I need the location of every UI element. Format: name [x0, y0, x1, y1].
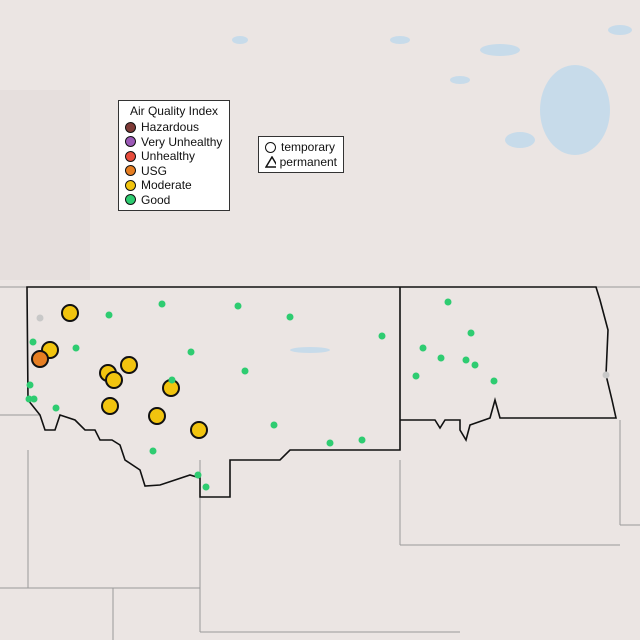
- monitor-marker-good[interactable]: [25, 395, 33, 403]
- monitor-marker-good[interactable]: [437, 354, 445, 362]
- highlighted-states: [26, 286, 617, 498]
- monitor-marker-usg[interactable]: [31, 350, 49, 368]
- triangle-icon: [265, 155, 276, 168]
- aqi-color-swatch: [125, 194, 136, 206]
- monitor-marker-good[interactable]: [444, 298, 452, 306]
- aqi-color-swatch: [125, 179, 136, 191]
- monitor-marker-moderate[interactable]: [101, 397, 119, 415]
- monitor-marker-moderate[interactable]: [120, 356, 138, 374]
- monitor-marker-good[interactable]: [158, 300, 166, 308]
- monitor-marker-good[interactable]: [471, 361, 479, 369]
- monitor-marker-good[interactable]: [234, 302, 242, 310]
- monitor-marker-good[interactable]: [149, 447, 157, 455]
- aqi-color-swatch: [125, 150, 136, 162]
- aqi-legend-label: Very Unhealthy: [141, 134, 223, 149]
- monitor-marker-good[interactable]: [52, 404, 60, 412]
- monitor-marker-good[interactable]: [241, 367, 249, 375]
- aqi-legend-item: Very Unhealthy: [125, 135, 223, 150]
- temporary-label: temporary: [281, 140, 336, 155]
- monitor-marker-good[interactable]: [26, 381, 34, 389]
- aqi-color-swatch: [125, 165, 136, 177]
- monitor-marker-moderate[interactable]: [61, 304, 79, 322]
- aqi-legend-label: USG: [141, 163, 168, 178]
- monitor-marker-moderate[interactable]: [190, 421, 208, 439]
- mountain-terrain: [0, 90, 90, 280]
- lakes: [232, 25, 632, 353]
- monitor-marker-good[interactable]: [467, 329, 475, 337]
- monitor-marker-good[interactable]: [326, 439, 334, 447]
- aqi-legend-title: Air Quality Index: [129, 104, 219, 118]
- aqi-legend-item: Hazardous: [125, 120, 223, 135]
- monitor-marker-no-data[interactable]: [602, 371, 610, 379]
- monitor-marker-good[interactable]: [378, 332, 386, 340]
- aqi-legend-label: Good: [141, 192, 171, 207]
- permanent-label: permanent: [279, 154, 337, 169]
- monitor-marker-good[interactable]: [412, 372, 420, 380]
- monitor-marker-good[interactable]: [168, 376, 176, 384]
- monitor-marker-good[interactable]: [490, 377, 498, 385]
- monitor-marker-good[interactable]: [358, 436, 366, 444]
- monitor-type-legend: temporary permanent: [258, 136, 344, 173]
- monitor-marker-moderate[interactable]: [148, 407, 166, 425]
- aqi-legend-label: Moderate: [141, 178, 192, 193]
- monitor-marker-good[interactable]: [187, 348, 195, 356]
- monitor-marker-good[interactable]: [270, 421, 278, 429]
- aqi-color-swatch: [125, 136, 136, 148]
- aqi-legend-item: Good: [125, 193, 223, 208]
- monitor-marker-good[interactable]: [194, 471, 202, 479]
- aqi-legend-item: USG: [125, 164, 223, 179]
- aqi-legend-label: Unhealthy: [141, 149, 196, 164]
- monitor-marker-good[interactable]: [29, 338, 37, 346]
- aqi-legend-item: Moderate: [125, 178, 223, 193]
- aqi-color-swatch: [125, 121, 136, 133]
- monitor-marker-good[interactable]: [462, 356, 470, 364]
- aqi-legend-label: Hazardous: [141, 120, 200, 135]
- monitor-marker-moderate[interactable]: [105, 371, 123, 389]
- monitor-marker-good[interactable]: [419, 344, 427, 352]
- aqi-legend: Air Quality Index Hazardous Very Unhealth…: [118, 100, 230, 211]
- monitor-markers: [25, 298, 610, 491]
- circle-icon: [265, 141, 276, 153]
- monitor-marker-good[interactable]: [202, 483, 210, 491]
- monitor-marker-good[interactable]: [286, 313, 294, 321]
- aqi-legend-item: Unhealthy: [125, 149, 223, 164]
- monitor-marker-no-data[interactable]: [36, 314, 44, 322]
- monitor-marker-good[interactable]: [72, 344, 80, 352]
- monitor-marker-good[interactable]: [105, 311, 113, 319]
- monitor-marker-good[interactable]: [30, 395, 38, 403]
